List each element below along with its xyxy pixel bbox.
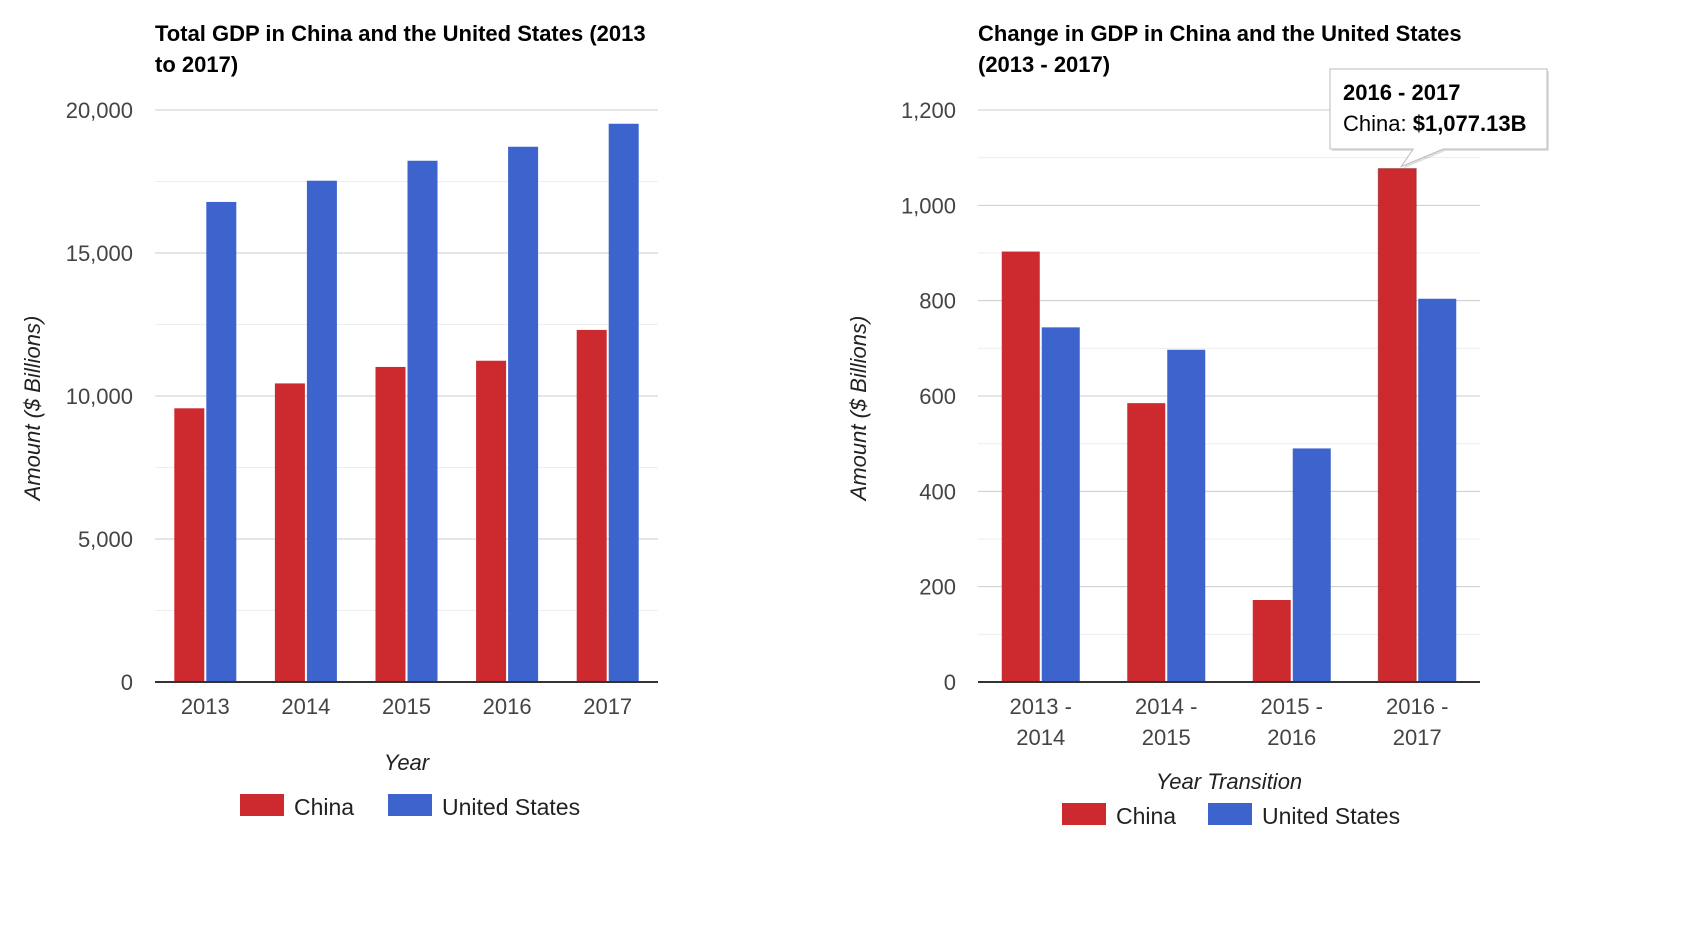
y-tick-label: 20,000: [66, 98, 133, 123]
tooltip-title: 2016 - 2017: [1343, 80, 1460, 105]
bar-united-states[interactable]: [508, 146, 539, 683]
x-tick-label: 2016 -: [1386, 694, 1448, 719]
x-tick-label: 2016: [483, 694, 532, 719]
y-tick-label: 400: [919, 479, 956, 504]
y-tick-label: 10,000: [66, 384, 133, 409]
bar-china[interactable]: [274, 383, 305, 682]
legend-swatch: [240, 794, 284, 816]
y-tick-label: 0: [121, 670, 133, 695]
y-tick-label: 5,000: [78, 527, 133, 552]
legend-label: China: [1116, 803, 1176, 829]
x-tick-label: 2013 -: [1010, 694, 1072, 719]
bar-united-states[interactable]: [1167, 349, 1206, 682]
y-tick-label: 800: [919, 289, 956, 314]
tooltip: 2016 - 2017 China: $1,077.13B: [1329, 68, 1549, 683]
y-tick-label: 15,000: [66, 241, 133, 266]
y-axis-title: Amount ($ Billions): [20, 316, 45, 503]
chart-1: Total GDP in China and the United States…: [20, 21, 658, 820]
bar-china[interactable]: [1001, 251, 1040, 682]
chart-title: to 2017): [155, 52, 238, 77]
x-tick-label: 2015: [1142, 725, 1191, 750]
bar-china[interactable]: [476, 360, 507, 682]
legend-label: United States: [442, 794, 580, 820]
bar-china[interactable]: [1378, 168, 1417, 682]
legend-item[interactable]: China: [1062, 803, 1176, 829]
x-tick-label: 2014: [281, 694, 330, 719]
legend-item[interactable]: United States: [388, 794, 580, 820]
x-tick-label: 2017: [583, 694, 632, 719]
legend-label: China: [294, 794, 354, 820]
chart-title: (2013 - 2017): [978, 52, 1110, 77]
bar-china[interactable]: [375, 366, 406, 682]
x-axis-title: Year Transition: [1156, 769, 1302, 794]
y-tick-label: 1,000: [901, 193, 956, 218]
chart-title: Change in GDP in China and the United St…: [978, 21, 1462, 46]
y-tick-label: 200: [919, 575, 956, 600]
tooltip-line: China: $1,077.13B: [1343, 111, 1526, 136]
x-tick-label: 2014: [1016, 725, 1065, 750]
legend-swatch: [1062, 803, 1106, 825]
x-tick-label: 2014 -: [1135, 694, 1197, 719]
legend-swatch: [1208, 803, 1252, 825]
x-tick-label: 2015: [382, 694, 431, 719]
x-tick-label: 2013: [181, 694, 230, 719]
bar-china[interactable]: [1252, 600, 1291, 682]
bar-china[interactable]: [174, 408, 205, 682]
chart-title: Total GDP in China and the United States…: [155, 21, 646, 46]
bar-china[interactable]: [1127, 403, 1166, 682]
legend-item[interactable]: China: [240, 794, 354, 820]
x-tick-label: 2015 -: [1261, 694, 1323, 719]
legend-item[interactable]: United States: [1208, 803, 1400, 829]
bar-united-states[interactable]: [1041, 327, 1080, 682]
bar-united-states[interactable]: [306, 180, 337, 683]
y-tick-label: 1,200: [901, 98, 956, 123]
legend-label: United States: [1262, 803, 1400, 829]
tooltip-series-label: China:: [1343, 111, 1413, 136]
legend-swatch: [388, 794, 432, 816]
y-tick-label: 0: [944, 670, 956, 695]
tooltip-value: $1,077.13B: [1413, 111, 1527, 136]
bar-china[interactable]: [576, 329, 607, 682]
bar-united-states[interactable]: [1292, 448, 1331, 682]
bar-united-states[interactable]: [1418, 298, 1457, 682]
bar-highlight: [1377, 168, 1417, 683]
chart-2: Change in GDP in China and the United St…: [846, 21, 1549, 829]
x-tick-label: 2016: [1267, 725, 1316, 750]
y-axis-title: Amount ($ Billions): [846, 316, 871, 503]
x-axis-title: Year: [384, 750, 431, 775]
x-tick-label: 2017: [1393, 725, 1442, 750]
bar-united-states[interactable]: [206, 201, 237, 682]
tooltip-box: [1329, 68, 1548, 168]
y-tick-label: 600: [919, 384, 956, 409]
bar-united-states[interactable]: [608, 123, 639, 683]
bar-united-states[interactable]: [407, 160, 438, 682]
